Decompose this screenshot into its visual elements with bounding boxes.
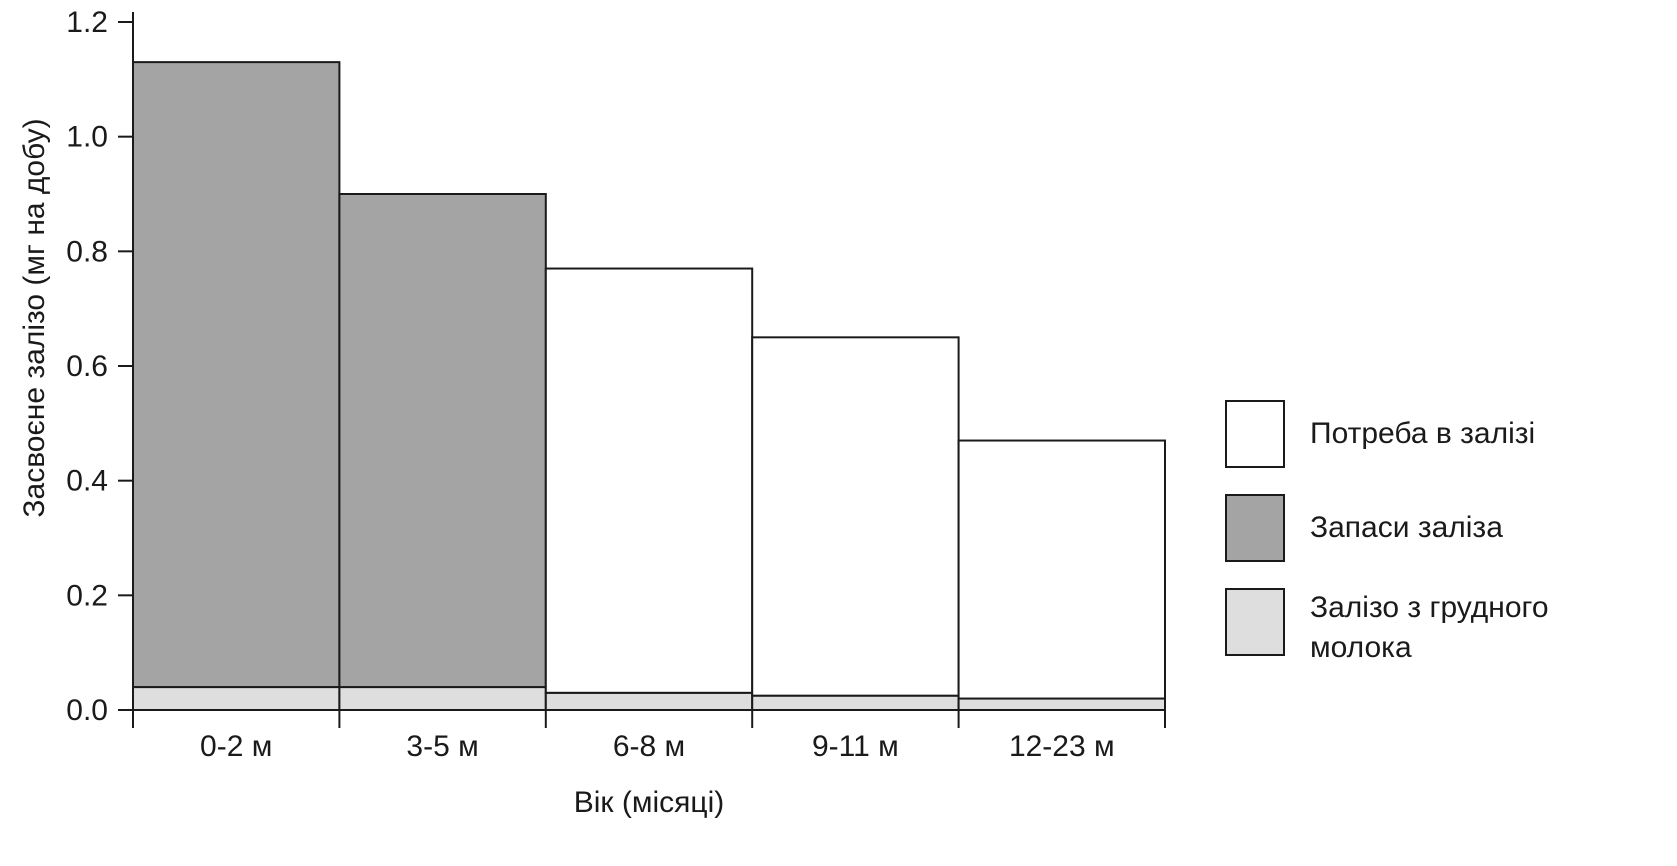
y-tick-label-2: 0.4 bbox=[66, 465, 108, 498]
bar-requirement-3 bbox=[751, 336, 960, 697]
legend-label-2: Залізо з грудного bbox=[1310, 591, 1549, 624]
bars-layer bbox=[132, 61, 1166, 712]
bar-requirement-2 bbox=[544, 267, 754, 694]
bar-breast_milk-1 bbox=[338, 686, 547, 711]
y-tick-label-0: 0.0 bbox=[66, 694, 108, 727]
bar-requirement-4 bbox=[957, 439, 1166, 700]
legend-label-2-line2: молока bbox=[1310, 631, 1412, 664]
bar-breast_milk-2 bbox=[544, 691, 754, 711]
x-axis-title: Вік (місяці) bbox=[574, 786, 725, 819]
legend-swatch-0 bbox=[1225, 400, 1285, 468]
x-ticks: 0-2 м 3-5 м 6-8 м 9-11 м 12-23 м bbox=[132, 710, 1166, 763]
bar-stores-1 bbox=[338, 193, 547, 689]
bar-stores-0 bbox=[132, 61, 341, 689]
y-tick-label-3: 0.6 bbox=[66, 350, 108, 383]
axes-layer bbox=[118, 12, 1165, 711]
x-tick-label-1: 3-5 м bbox=[406, 730, 478, 763]
x-tick-label-2: 6-8 м bbox=[613, 730, 685, 763]
legend: Потреба в залізі Запаси заліза Залізо з гр… bbox=[1225, 400, 1549, 664]
x-tick-label-3: 9-11 м bbox=[812, 730, 899, 763]
legend-swatch-1 bbox=[1225, 494, 1285, 562]
y-tick-label-5: 1.0 bbox=[66, 121, 108, 154]
bar-breast_milk-4 bbox=[957, 697, 1166, 711]
legend-label-1: Запаси заліза bbox=[1310, 511, 1503, 544]
bar-breast_milk-3 bbox=[751, 694, 960, 712]
legend-swatch-2 bbox=[1225, 588, 1285, 656]
legend-label-0: Потреба в залізі bbox=[1310, 417, 1535, 450]
y-tick-label-6: 1.2 bbox=[66, 6, 108, 39]
x-tick-label-4: 12-23 м bbox=[1009, 730, 1115, 763]
y-ticks: 0.0 0.2 0.4 0.6 0.8 1.0 1.2 bbox=[66, 6, 133, 727]
y-tick-label-1: 0.2 bbox=[66, 579, 108, 612]
x-tick-label-0: 0-2 м bbox=[200, 730, 272, 763]
y-axis-title: Засвоєне залізо (мг на добу) bbox=[18, 118, 51, 517]
y-tick-label-4: 0.8 bbox=[66, 235, 108, 268]
bar-breast_milk-0 bbox=[132, 686, 341, 711]
